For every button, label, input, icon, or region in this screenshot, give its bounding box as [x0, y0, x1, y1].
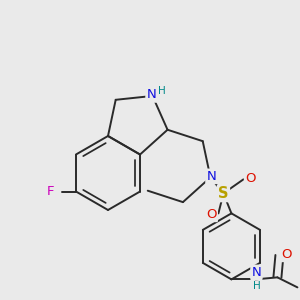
Text: O: O	[281, 248, 292, 261]
Text: H: H	[158, 86, 165, 96]
Text: N: N	[147, 88, 156, 101]
Text: S: S	[218, 186, 229, 201]
Text: H: H	[253, 281, 260, 291]
Text: N: N	[251, 266, 261, 279]
Text: F: F	[47, 185, 55, 198]
Text: O: O	[206, 208, 217, 221]
Text: O: O	[245, 172, 256, 185]
Text: N: N	[206, 170, 216, 183]
